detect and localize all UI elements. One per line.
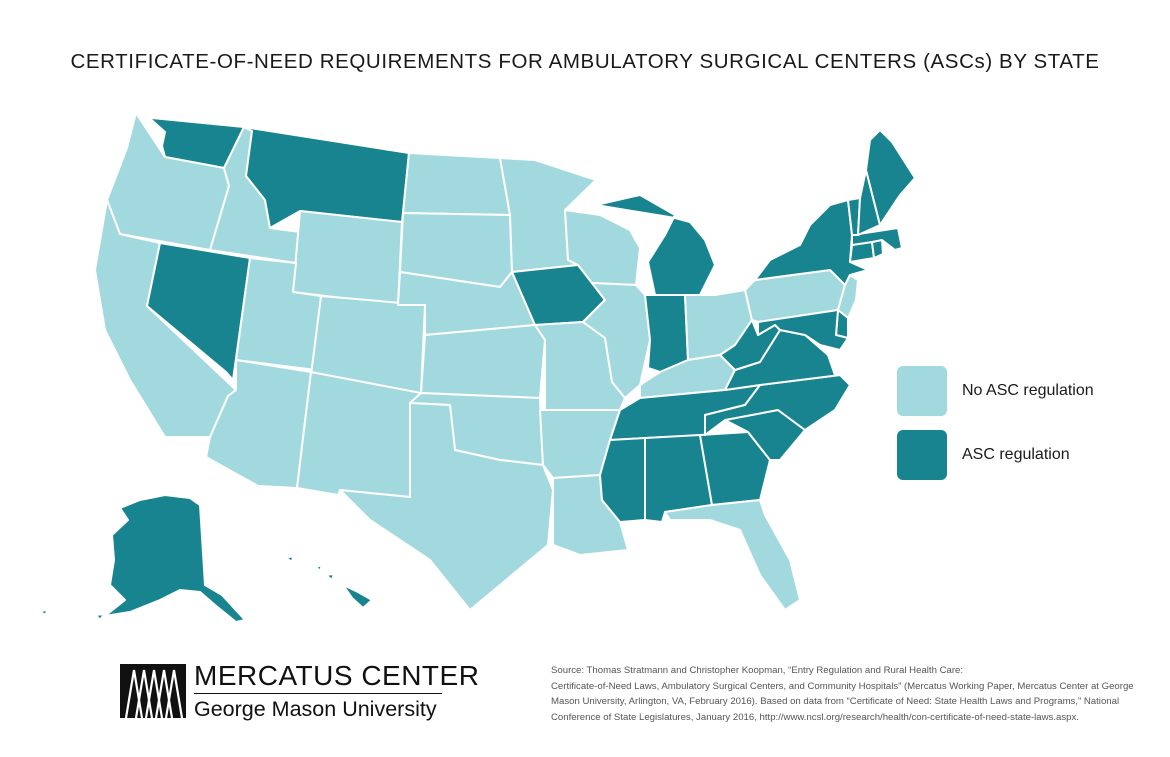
state-hi xyxy=(315,564,323,572)
source-line: Conference of State Legislatures, Januar… xyxy=(551,711,1079,723)
source-citation: Source: Thomas Stratmann and Christopher… xyxy=(551,663,1134,725)
brand-name: MERCATUS CENTER xyxy=(194,660,480,691)
state-ma xyxy=(851,227,903,251)
state-hi xyxy=(325,573,335,581)
brand-subtitle: George Mason University xyxy=(194,697,437,721)
state-tx xyxy=(339,402,554,611)
legend-label-none: No ASC regulation xyxy=(962,382,1094,399)
brand-divider xyxy=(194,693,442,694)
source-line: Mason University, Arlington, VA, Februar… xyxy=(551,696,1120,707)
state-nm xyxy=(296,371,422,498)
state-md xyxy=(757,309,849,351)
state-hi xyxy=(342,584,373,609)
state-mt xyxy=(243,126,410,229)
map-title: CERTIFICATE-OF-NEED REQUIREMENTS FOR AMB… xyxy=(70,50,1100,73)
state-il xyxy=(582,282,651,399)
state-fl xyxy=(664,499,801,611)
state-ks xyxy=(420,324,546,399)
state-ak xyxy=(104,494,246,623)
state-ga xyxy=(699,431,771,506)
legend-label-regulated: ASC regulation xyxy=(962,446,1070,463)
state-ak xyxy=(39,609,49,616)
state-hi xyxy=(285,555,294,563)
state-nd xyxy=(402,152,511,216)
mercatus-logo-icon xyxy=(120,664,186,718)
state-in xyxy=(644,294,689,373)
legend-swatch-regulated xyxy=(897,430,947,480)
state-wy xyxy=(292,210,403,306)
state-ak xyxy=(95,613,105,621)
state-nc xyxy=(704,374,851,436)
state-nv xyxy=(146,242,251,381)
state-me xyxy=(865,129,916,226)
state-ri xyxy=(871,239,884,259)
source-line: Source: Thomas Stratmann and Christopher… xyxy=(551,665,964,676)
source-line: Certificate-of-Need Laws, Ambulatory Sur… xyxy=(551,680,1134,692)
legend-swatch-none xyxy=(897,366,947,416)
